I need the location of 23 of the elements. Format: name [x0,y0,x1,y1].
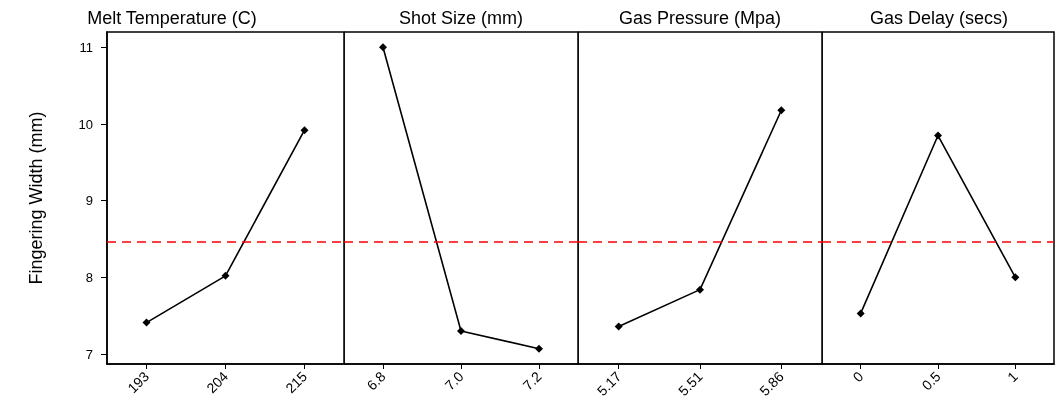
chart-title: Shot Size (mm) [398,8,524,28]
point [300,126,309,135]
y-tick-label: 7 [85,346,93,362]
x-tick-label: 193 [124,368,153,397]
x-tick-label: 0.5 [918,368,944,394]
y-tick-label: 11 [79,39,93,55]
x-tick-label: 5.51 [675,368,706,399]
point [142,318,151,327]
x-tick-label: 1 [1004,368,1022,386]
chart-title: Melt Temperature (C) [87,8,257,28]
y-axis-title: Fingering Width (mm) [26,111,46,285]
x-tick-label: 215 [282,368,311,397]
point [221,271,230,280]
x-tick-label: 7.0 [441,368,467,394]
x-tick-label: 7.2 [519,368,545,394]
y-tick-label: 8 [85,269,93,285]
y-tick-label: 10 [78,116,93,132]
chart-title: Gas Delay (secs) [869,8,1009,28]
x-tick-label: 204 [203,368,232,397]
x-tick-label: 0 [849,368,867,386]
y-tick-label: 9 [85,193,93,209]
x-tick-label: 6.8 [363,368,389,394]
chart-title: Gas Pressure (Mpa) [618,8,782,28]
